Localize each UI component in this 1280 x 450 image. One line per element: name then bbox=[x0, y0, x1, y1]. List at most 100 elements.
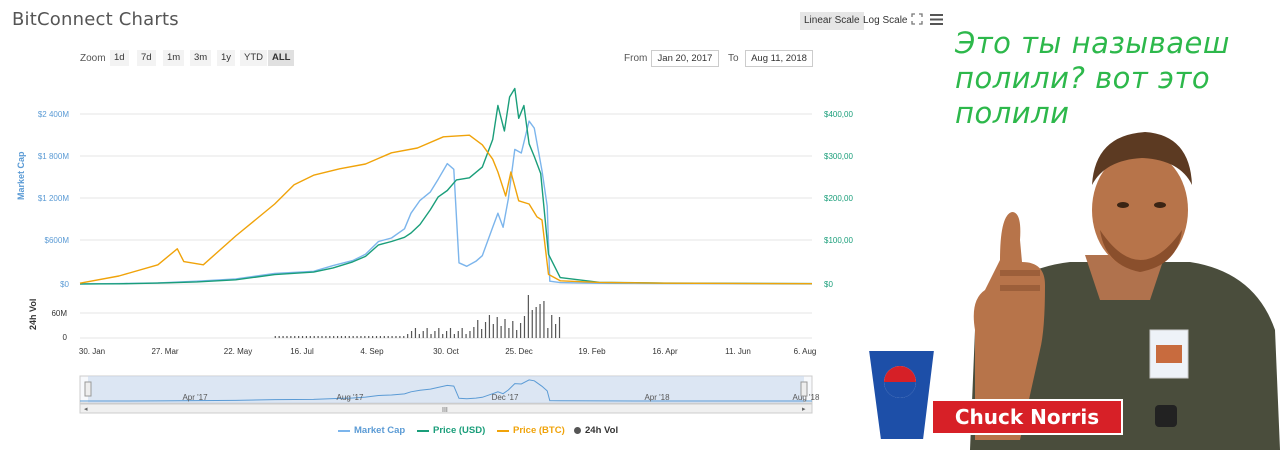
chuck-norris-meme-image: Chuck Norris bbox=[866, 132, 1280, 450]
volume-bar bbox=[286, 336, 288, 338]
volume-bar bbox=[375, 336, 378, 338]
series-line-market-cap bbox=[79, 120, 813, 285]
right-axis-tick: $0 bbox=[824, 280, 833, 289]
volume-bar bbox=[477, 320, 479, 338]
volume-bar bbox=[558, 317, 561, 338]
volume-bar bbox=[410, 331, 413, 338]
right-axis-tick: $100,00 bbox=[824, 236, 853, 245]
volume-bar bbox=[547, 328, 549, 338]
x-axis-tick: 16. Apr bbox=[652, 347, 678, 356]
volume-bar bbox=[368, 336, 370, 338]
legend-24h-vol[interactable]: 24h Vol bbox=[574, 425, 618, 436]
zoom-all-button[interactable]: ALL bbox=[268, 50, 295, 66]
from-date-input[interactable]: Jan 20, 2017 bbox=[651, 50, 719, 67]
zoom-ytd-button[interactable]: YTD bbox=[240, 50, 267, 66]
volume-bar bbox=[446, 331, 448, 338]
x-axis-tick: 4. Sep bbox=[360, 347, 384, 356]
volume-bar bbox=[465, 334, 467, 338]
volume-bar bbox=[282, 336, 284, 338]
volume-bar bbox=[298, 336, 300, 338]
meme-text-line-1: Это ты называеш bbox=[955, 26, 1230, 60]
volume-bar bbox=[430, 334, 432, 338]
log-scale-button[interactable]: Log Scale bbox=[863, 15, 908, 26]
volume-bar bbox=[336, 336, 339, 338]
volume-bar bbox=[426, 328, 428, 338]
volume-bar bbox=[484, 322, 487, 338]
volume-bar bbox=[329, 336, 331, 338]
volume-bar bbox=[340, 336, 343, 338]
x-axis-tick: 6. Aug bbox=[794, 347, 817, 356]
volume-bar bbox=[333, 336, 335, 338]
series-line-price-usd bbox=[79, 87, 813, 285]
volume-bar bbox=[500, 326, 502, 338]
navigator-handle-left bbox=[84, 381, 92, 397]
legend-price-btc[interactable]: Price (BTC) bbox=[497, 425, 565, 436]
navigator-tick: Apr '17 bbox=[182, 393, 208, 402]
linear-scale-button[interactable]: Linear Scale bbox=[800, 12, 864, 30]
volume-bar bbox=[543, 301, 545, 338]
volume-bar bbox=[473, 327, 475, 338]
volume-bar bbox=[469, 331, 471, 338]
volume-bar bbox=[461, 328, 463, 338]
volume-bar bbox=[516, 330, 518, 338]
volume-bar bbox=[453, 334, 455, 338]
zoom-label: Zoom bbox=[80, 53, 106, 64]
volume-bar bbox=[531, 310, 533, 338]
to-date-input[interactable]: Aug 11, 2018 bbox=[745, 50, 813, 67]
volume-bar bbox=[496, 317, 498, 338]
left-axis-tick: $1 800M bbox=[38, 152, 69, 161]
volume-bar bbox=[305, 336, 308, 338]
meme-text-line-3: полили bbox=[955, 96, 1070, 130]
zoom-7d-button[interactable]: 7d bbox=[137, 50, 156, 66]
volume-bar bbox=[442, 334, 444, 338]
chart-title: BitConnect Charts bbox=[12, 9, 179, 30]
x-axis-tick: 25. Dec bbox=[505, 347, 533, 356]
from-label: From bbox=[624, 53, 648, 64]
volume-bar bbox=[492, 324, 494, 338]
volume-bar bbox=[301, 336, 304, 338]
volume-bar bbox=[508, 328, 510, 338]
volume-bar bbox=[344, 336, 346, 338]
chuck-norris-label: Chuck Norris bbox=[955, 405, 1099, 429]
grid-lines bbox=[80, 113, 812, 339]
navigator-scrollbar bbox=[79, 403, 813, 414]
volume-bar bbox=[364, 336, 366, 338]
volume-axis-tick: 60M bbox=[51, 309, 67, 318]
volume-bar bbox=[395, 336, 397, 338]
navigator-series bbox=[80, 379, 812, 402]
volume-bar bbox=[321, 336, 323, 338]
volume-bar bbox=[418, 334, 420, 338]
volume-bar bbox=[422, 331, 424, 338]
chart-plot: $2 400M $1 800M $1 200M $600M $0 $400,00 $300… bbox=[16, 87, 853, 414]
volume-bar bbox=[457, 331, 459, 338]
volume-bar bbox=[539, 304, 541, 338]
x-axis-tick: 30. Oct bbox=[433, 347, 460, 356]
volume-bar bbox=[555, 324, 557, 338]
volume-bar bbox=[387, 336, 389, 338]
menu-icon[interactable] bbox=[930, 14, 943, 25]
legend-market-cap[interactable]: Market Cap bbox=[338, 425, 405, 436]
volume-bar bbox=[438, 328, 440, 338]
scroll-right-icon: ▸ bbox=[802, 406, 806, 413]
zoom-1m-button[interactable]: 1m bbox=[163, 50, 185, 66]
volume-bar bbox=[309, 336, 311, 338]
volume-bar bbox=[399, 336, 401, 338]
navigator: Apr '17 Aug '17 Dec '17 Apr '18 Aug '18 ◂ ▸ III bbox=[79, 375, 820, 414]
volume-bar bbox=[317, 336, 319, 338]
left-axis-tick: $2 400M bbox=[38, 110, 69, 119]
volume-bar bbox=[414, 328, 417, 338]
volume-bar bbox=[519, 323, 522, 338]
volume-bar bbox=[379, 336, 382, 338]
right-axis-tick: $400,00 bbox=[824, 110, 853, 119]
x-axis-tick: 22. May bbox=[224, 347, 252, 356]
legend-price-usd[interactable]: Price (USD) bbox=[417, 425, 485, 436]
volume-bar bbox=[278, 336, 280, 338]
zoom-3m-button[interactable]: 3m bbox=[190, 50, 212, 66]
volume-bar bbox=[403, 336, 405, 338]
volume-bar bbox=[407, 334, 409, 338]
x-axis-tick: 27. Mar bbox=[151, 347, 178, 356]
expand-icon[interactable] bbox=[911, 13, 923, 25]
zoom-1y-button[interactable]: 1y bbox=[217, 50, 236, 66]
volume-bar bbox=[527, 295, 529, 338]
zoom-1d-button[interactable]: 1d bbox=[110, 50, 129, 66]
